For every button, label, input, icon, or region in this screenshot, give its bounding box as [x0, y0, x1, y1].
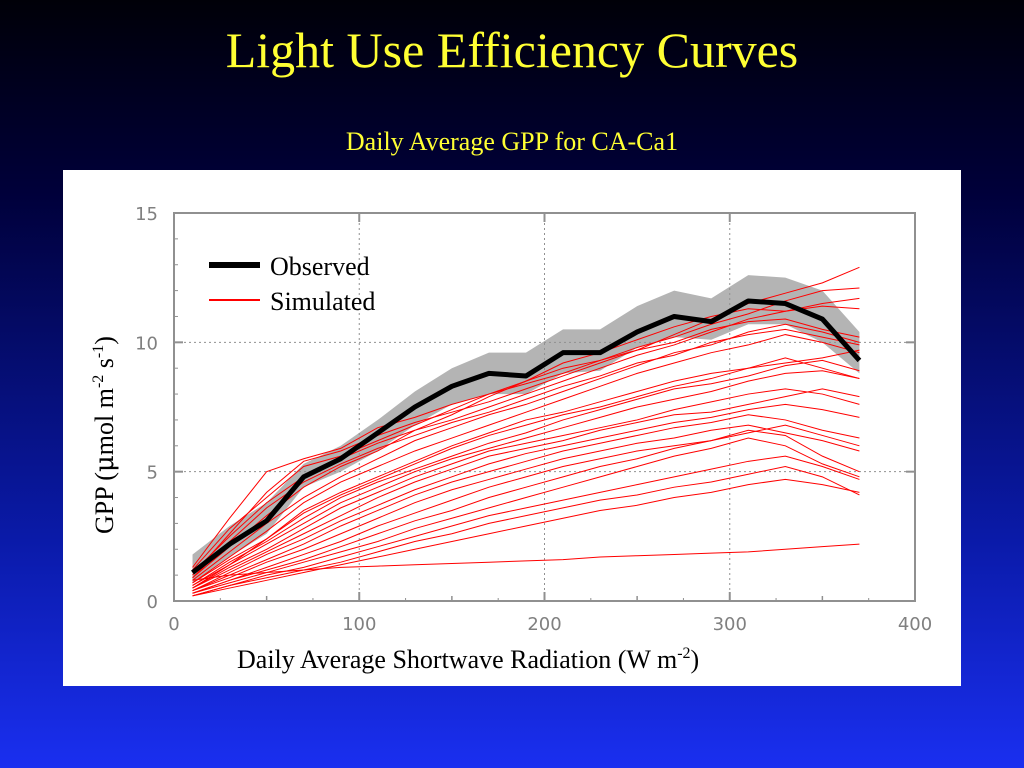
simulated-series-line: [192, 334, 860, 584]
chart-panel: 0 100 200 300 400 0 5 10 15 Observed Simulated D…: [63, 170, 961, 686]
simulated-series-line: [192, 297, 860, 573]
simulated-series-line: [192, 424, 860, 594]
y-tick-label: 15: [135, 204, 158, 225]
simulated-series-line: [192, 424, 860, 592]
legend: Observed Simulated: [209, 252, 375, 316]
simulated-series-line: [192, 455, 860, 597]
x-axis-label: Daily Average Shortwave Radiation (W m-2…: [237, 645, 699, 674]
x-tick-label: 100: [342, 614, 376, 635]
simulated-series-line: [192, 478, 860, 597]
legend-simulated-label: Simulated: [270, 287, 375, 316]
y-tick-label: 10: [135, 333, 158, 354]
gpp-chart: 0 100 200 300 400 0 5 10 15 Observed Simulated D…: [90, 204, 932, 674]
x-tick-label: 300: [713, 614, 747, 635]
simulated-series-line: [192, 403, 860, 592]
y-tick-label: 0: [147, 592, 158, 613]
slide-title: Light Use Efficiency Curves: [225, 22, 799, 78]
simulated-series-line: [192, 543, 860, 581]
simulated-series-line: [192, 429, 860, 594]
x-tick-label: 0: [168, 614, 179, 635]
simulated-series-line: [192, 437, 860, 594]
simulated-series-line: [192, 359, 860, 586]
simulated-series-line: [192, 287, 860, 568]
simulated-series-line: [192, 414, 860, 592]
simulated-series-line: [192, 388, 860, 589]
simulated-series-line: [192, 305, 860, 579]
simulated-series-line: [192, 357, 860, 589]
slide-subtitle: Daily Average GPP for CA-Ca1: [345, 127, 679, 156]
legend-observed-label: Observed: [270, 252, 370, 281]
simulated-series-line: [192, 328, 860, 579]
simulated-series-line: [192, 323, 860, 581]
y-axis-label: GPP (μmol m-2 s-1): [90, 336, 120, 534]
simulated-series-line: [192, 388, 860, 589]
simulated-series-line: [192, 318, 860, 576]
x-tick-label: 200: [527, 614, 561, 635]
y-tick-label: 5: [147, 463, 158, 484]
simulated-series-line: [192, 370, 860, 586]
observed-series-line: [191, 298, 862, 575]
x-tick-label: 400: [898, 614, 932, 635]
